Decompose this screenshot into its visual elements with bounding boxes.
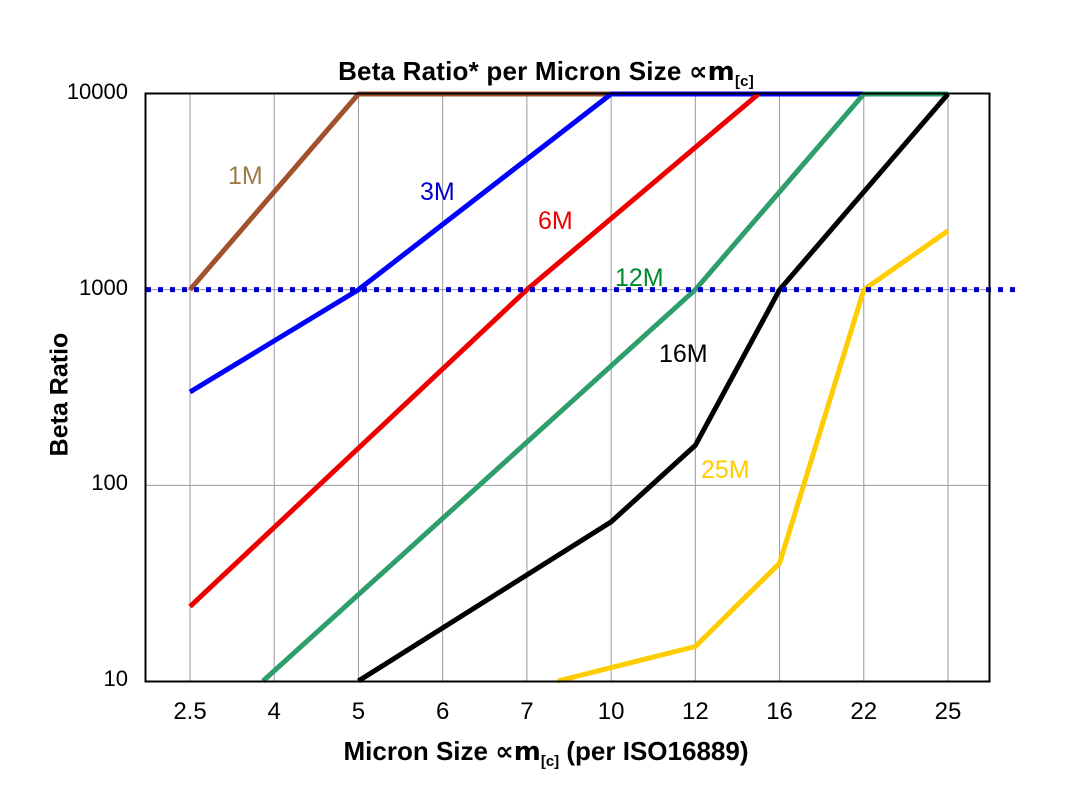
x-tick-label-10: 10	[597, 698, 625, 725]
x-tick-label-22: 22	[850, 698, 878, 725]
x-axis-title-subscript: [c]	[540, 753, 560, 771]
x-tick-label-2.5: 2.5	[173, 698, 207, 725]
series-line-25M	[557, 228, 950, 684]
chart-title-symbol: ∝m	[688, 57, 735, 87]
y-tick-label-10: 10	[103, 666, 128, 691]
chart-title-subscript: [c]	[734, 73, 754, 91]
series-line-1M	[188, 91, 948, 292]
series-line-16M	[357, 92, 950, 684]
series-label-6M: 6M	[538, 207, 573, 235]
x-tick-label-6: 6	[435, 698, 450, 725]
series-label-16M: 16M	[659, 340, 708, 368]
series-lines	[188, 91, 950, 684]
x-axis-title-symbol: ∝m	[495, 737, 541, 767]
y-tick-label-100: 100	[91, 470, 128, 496]
x-axis-title: Micron Size ∝m[c] (per ISO16889)	[0, 736, 1092, 770]
x-tick-label-4: 4	[267, 698, 281, 725]
x-tick-label-16: 16	[766, 698, 793, 725]
x-tick-label-25: 25	[934, 698, 962, 725]
chart-title-main: Beta Ratio* per Micron Size	[338, 56, 689, 86]
x-axis-title-part1: Micron Size	[343, 736, 496, 766]
chart-title: Beta Ratio* per Micron Size ∝m[c]	[0, 56, 1092, 90]
y-tick-label-1000: 1000	[79, 274, 128, 300]
series-label-3M: 3M	[420, 178, 455, 206]
x-tick-label-5: 5	[351, 698, 366, 725]
y-tick-label-10000: 10000	[66, 79, 128, 104]
x-axis-title-part2: (per ISO16889)	[559, 736, 749, 766]
series-line-6M	[188, 92, 761, 609]
x-tick-label-7: 7	[520, 698, 534, 725]
gridlines	[146, 94, 990, 681]
series-line-12M	[261, 91, 948, 683]
x-tick-label-12: 12	[681, 698, 709, 725]
series-label-25M: 25M	[701, 456, 750, 484]
series-label-12M: 12M	[615, 264, 664, 292]
plot-frame	[144, 92, 991, 683]
series-label-1M: 1M	[228, 162, 263, 190]
series-line-3M	[188, 91, 948, 395]
